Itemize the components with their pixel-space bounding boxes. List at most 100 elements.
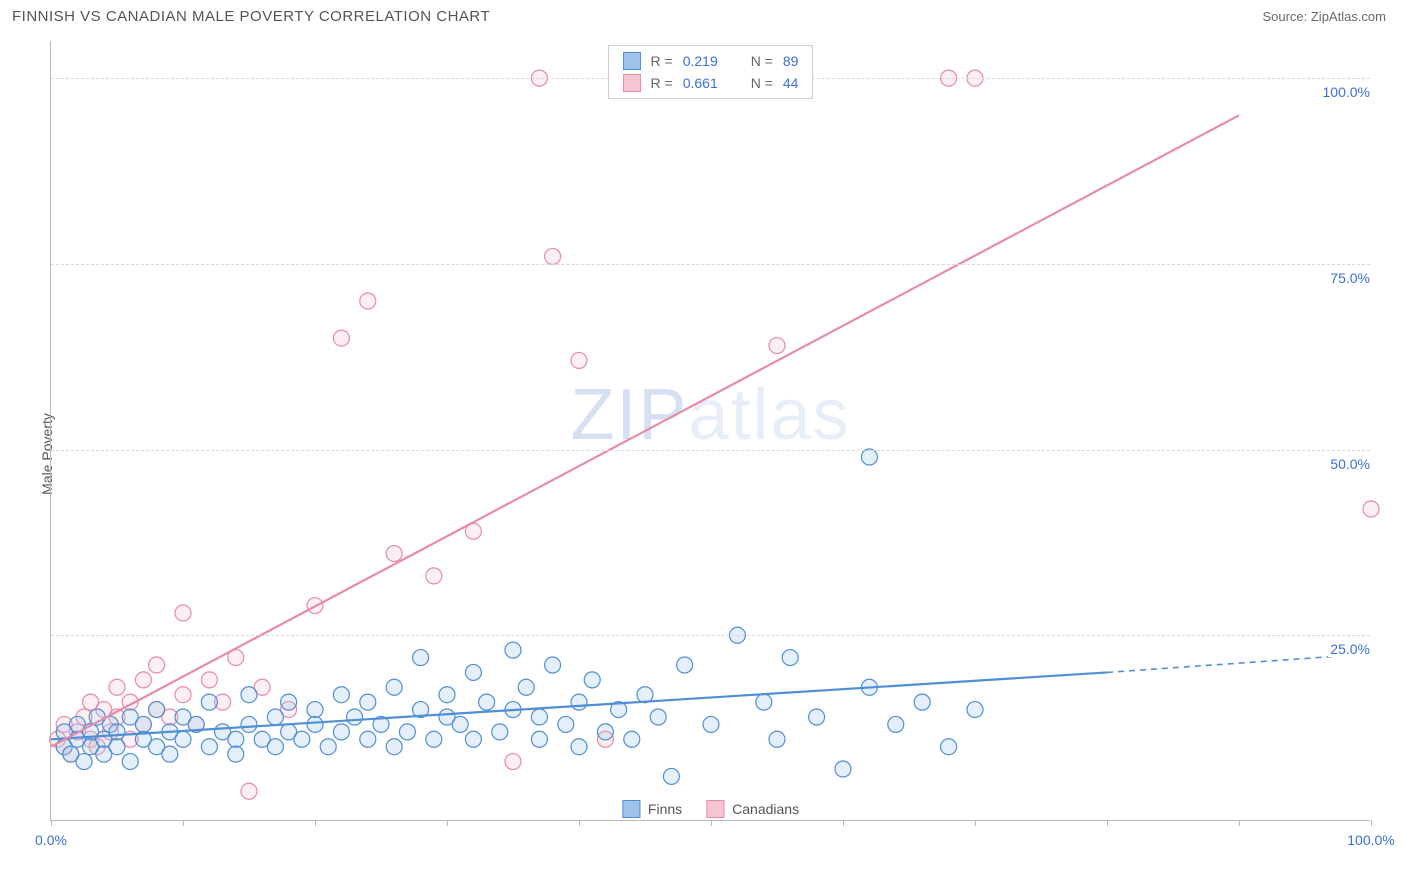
data-point-finns [228, 731, 244, 747]
source-attribution: Source: ZipAtlas.com [1262, 9, 1386, 24]
data-point-finns [347, 709, 363, 725]
data-point-canadians [769, 338, 785, 354]
legend-label-canadians: Canadians [732, 801, 799, 817]
data-point-finns [201, 739, 217, 755]
x-tick [447, 820, 448, 826]
data-point-canadians [545, 248, 561, 264]
data-point-finns [281, 694, 297, 710]
data-point-finns [267, 739, 283, 755]
x-tick [183, 820, 184, 826]
r-label: R = [651, 75, 673, 91]
data-point-finns [307, 702, 323, 718]
data-point-finns [465, 664, 481, 680]
legend-row-canadians: R = 0.661 N = 44 [609, 72, 813, 94]
data-point-canadians [109, 679, 125, 695]
data-point-finns [558, 716, 574, 732]
data-point-canadians [175, 605, 191, 621]
data-point-canadians [135, 672, 151, 688]
r-label: R = [651, 53, 673, 69]
data-point-canadians [386, 546, 402, 562]
data-point-finns [201, 694, 217, 710]
swatch-finns [623, 52, 641, 70]
data-point-finns [888, 716, 904, 732]
data-point-finns [109, 739, 125, 755]
r-value-finns: 0.219 [683, 53, 733, 69]
data-point-finns [465, 731, 481, 747]
data-point-canadians [175, 687, 191, 703]
data-point-finns [479, 694, 495, 710]
x-tick [1107, 820, 1108, 826]
data-point-finns [531, 731, 547, 747]
data-point-finns [267, 709, 283, 725]
data-point-finns [518, 679, 534, 695]
data-point-finns [452, 716, 468, 732]
data-point-finns [492, 724, 508, 740]
x-tick [1239, 820, 1240, 826]
y-tick-label: 75.0% [1328, 270, 1372, 286]
source-link[interactable]: ZipAtlas.com [1311, 9, 1386, 24]
chart-title: FINNISH VS CANADIAN MALE POVERTY CORRELA… [12, 8, 490, 25]
data-point-finns [426, 731, 442, 747]
data-point-canadians [241, 783, 257, 799]
data-point-finns [360, 731, 376, 747]
legend-label-finns: Finns [648, 801, 682, 817]
x-tick [843, 820, 844, 826]
data-point-finns [439, 687, 455, 703]
data-point-canadians [360, 293, 376, 309]
series-legend: Finns Canadians [622, 800, 799, 818]
data-point-finns [413, 650, 429, 666]
data-point-finns [360, 694, 376, 710]
x-tick [711, 820, 712, 826]
correlation-legend: R = 0.219 N = 89 R = 0.661 N = 44 [608, 45, 814, 99]
data-point-finns [914, 694, 930, 710]
swatch-canadians-bottom [706, 800, 724, 818]
n-label: N = [751, 53, 773, 69]
x-tick [315, 820, 316, 826]
chart-area: Male Poverty ZIPatlas R = 0.219 N = 89 R… [0, 29, 1406, 879]
x-tick-label: 100.0% [1347, 832, 1394, 848]
data-point-finns [650, 709, 666, 725]
data-point-finns [109, 724, 125, 740]
data-point-finns [294, 731, 310, 747]
swatch-canadians [623, 74, 641, 92]
y-tick-label: 50.0% [1328, 456, 1372, 472]
x-tick-label: 0.0% [35, 832, 67, 848]
data-point-finns [597, 724, 613, 740]
data-point-finns [386, 679, 402, 695]
data-point-finns [861, 449, 877, 465]
legend-row-finns: R = 0.219 N = 89 [609, 50, 813, 72]
data-point-finns [782, 650, 798, 666]
x-tick [579, 820, 580, 826]
data-point-finns [241, 687, 257, 703]
chart-header: FINNISH VS CANADIAN MALE POVERTY CORRELA… [0, 0, 1406, 29]
x-tick [1371, 820, 1372, 826]
data-point-finns [505, 642, 521, 658]
data-point-finns [228, 746, 244, 762]
data-point-finns [149, 702, 165, 718]
data-point-finns [756, 694, 772, 710]
data-point-finns [241, 716, 257, 732]
data-point-finns [571, 694, 587, 710]
x-tick [975, 820, 976, 826]
data-point-finns [175, 731, 191, 747]
data-point-canadians [149, 657, 165, 673]
data-point-canadians [333, 330, 349, 346]
data-point-finns [809, 709, 825, 725]
data-point-finns [571, 739, 587, 755]
gridline-h [51, 635, 1370, 636]
data-point-finns [320, 739, 336, 755]
data-point-finns [703, 716, 719, 732]
data-point-finns [677, 657, 693, 673]
data-point-canadians [505, 754, 521, 770]
svg-layer [51, 41, 1370, 820]
data-point-finns [941, 739, 957, 755]
swatch-finns-bottom [622, 800, 640, 818]
data-point-finns [135, 716, 151, 732]
data-point-finns [386, 739, 402, 755]
data-point-finns [769, 731, 785, 747]
source-prefix: Source: [1262, 9, 1310, 24]
r-value-canadians: 0.661 [683, 75, 733, 91]
data-point-finns [122, 754, 138, 770]
data-point-canadians [1363, 501, 1379, 517]
n-value-canadians: 44 [783, 75, 799, 91]
